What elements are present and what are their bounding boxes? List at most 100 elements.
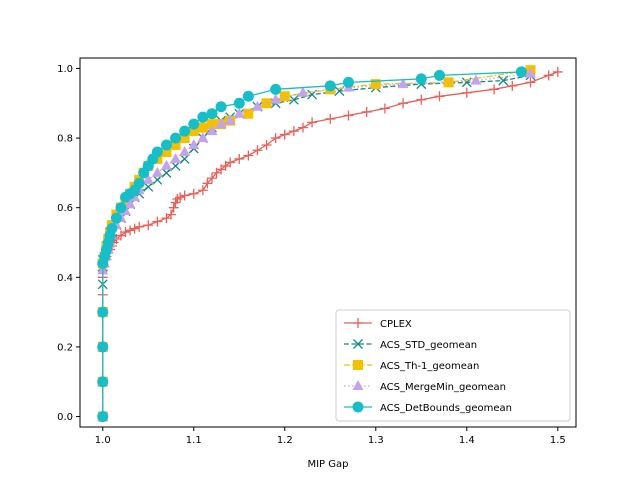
data-point xyxy=(179,133,190,144)
data-point xyxy=(170,152,182,163)
y-tick-label: 0.2 xyxy=(57,342,73,353)
data-point xyxy=(224,114,236,125)
data-point xyxy=(261,98,272,109)
data-point xyxy=(179,145,191,156)
data-point xyxy=(270,83,282,95)
data-point xyxy=(206,108,218,120)
data-point xyxy=(166,209,177,220)
y-tick-label: 0.6 xyxy=(57,203,73,214)
data-point xyxy=(125,225,136,236)
data-point xyxy=(233,97,245,109)
legend-item: ACS_DetBounds_geomean xyxy=(344,401,512,414)
legend-marker xyxy=(353,360,363,370)
data-point xyxy=(97,341,109,353)
x-tick-label: 1.3 xyxy=(368,435,384,446)
data-point xyxy=(415,73,427,85)
data-point xyxy=(433,69,445,81)
plot-frame xyxy=(79,57,577,428)
data-point xyxy=(370,79,381,90)
x-axis: 1.0 1.1 1.2 1.3 1.4 1.5 xyxy=(95,427,566,446)
legend-item: ACS_STD_geomean xyxy=(344,339,477,351)
data-point xyxy=(170,140,181,151)
legend-label: CPLEX xyxy=(380,319,412,330)
legend-item: ACS_Th-1_geomean xyxy=(344,360,479,372)
data-point xyxy=(160,139,172,151)
data-point xyxy=(251,100,263,111)
data-point xyxy=(129,223,140,234)
x-tick-label: 1.1 xyxy=(186,435,202,446)
series-ACS_DetBounds_geomean xyxy=(97,66,527,423)
x-tick-label: 1.0 xyxy=(95,435,111,446)
data-point xyxy=(343,110,354,121)
data-point xyxy=(297,122,308,133)
x-tick-label: 1.2 xyxy=(277,435,293,446)
data-point xyxy=(498,75,509,86)
y-tick-label: 1.0 xyxy=(57,64,73,75)
data-point xyxy=(379,103,390,114)
data-point xyxy=(288,126,299,137)
data-point xyxy=(525,77,536,88)
y-tick-label: 0.4 xyxy=(57,273,73,284)
data-point xyxy=(106,223,118,235)
data-point xyxy=(270,93,282,104)
data-point xyxy=(416,94,427,105)
data-point xyxy=(110,212,122,224)
data-point xyxy=(143,220,154,231)
data-point xyxy=(188,126,199,137)
data-point xyxy=(206,119,217,130)
data-point xyxy=(270,133,281,144)
data-point xyxy=(515,66,527,78)
data-point xyxy=(202,178,213,189)
legend-label: ACS_DetBounds_geomean xyxy=(380,403,512,414)
data-point xyxy=(179,125,191,137)
data-point xyxy=(398,98,409,109)
data-point xyxy=(215,101,227,113)
data-point xyxy=(434,91,445,102)
legend-item: ACS_MergeMin_geomean xyxy=(344,380,506,393)
x-tick-label: 1.4 xyxy=(459,435,475,446)
data-point xyxy=(297,86,309,97)
x-axis-label: MIP Gap xyxy=(307,459,348,470)
data-point xyxy=(324,80,336,92)
data-point xyxy=(197,132,209,143)
data-point xyxy=(243,150,254,161)
data-point xyxy=(225,157,236,168)
data-point xyxy=(215,118,227,129)
data-point xyxy=(552,66,563,77)
legend-label: ACS_Th-1_geomean xyxy=(380,361,479,372)
legend-item: CPLEX xyxy=(344,318,412,330)
y-tick-label: 0.0 xyxy=(57,412,73,423)
data-point xyxy=(179,190,190,201)
data-point xyxy=(142,173,154,184)
data-point xyxy=(325,113,336,124)
y-axis: 0.0 0.2 0.4 0.6 0.8 1.0 xyxy=(57,64,80,423)
data-point xyxy=(279,129,290,140)
data-point xyxy=(120,227,131,238)
data-point xyxy=(115,202,127,214)
data-point xyxy=(97,306,109,318)
data-point xyxy=(543,70,554,81)
legend-box xyxy=(335,309,571,422)
data-point xyxy=(188,188,199,199)
data-point xyxy=(507,80,518,91)
legend: CPLEX ACS_STD_geomean ACS_Th-1_geomean ACS_… xyxy=(335,309,571,422)
legend-marker xyxy=(353,339,363,349)
data-point xyxy=(288,94,299,105)
data-point xyxy=(461,87,472,98)
data-point xyxy=(243,108,254,119)
legend-label: ACS_MergeMin_geomean xyxy=(380,382,506,393)
data-point xyxy=(188,139,200,150)
legend-label: ACS_STD_geomean xyxy=(380,340,477,351)
y-tick-label: 0.8 xyxy=(57,134,73,145)
data-point xyxy=(252,145,263,156)
data-point xyxy=(124,198,136,209)
data-point xyxy=(175,192,186,203)
data-point xyxy=(279,91,290,102)
data-point xyxy=(342,76,354,88)
legend-marker xyxy=(352,380,364,390)
data-point xyxy=(361,106,372,117)
data-point xyxy=(197,111,209,123)
series-layer xyxy=(97,65,563,423)
data-point xyxy=(233,107,245,118)
